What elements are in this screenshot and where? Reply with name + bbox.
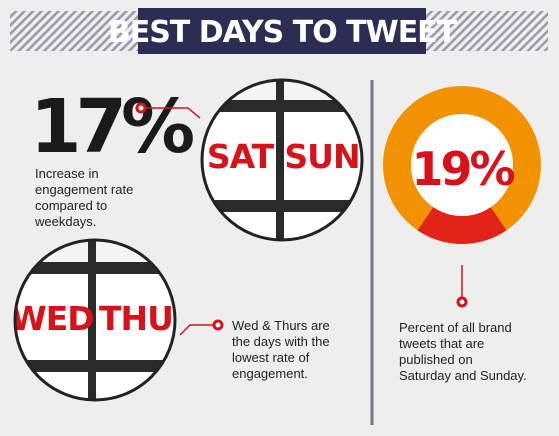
connector-dot (456, 296, 468, 308)
circle-frame (200, 78, 364, 242)
text-line: Increase in (35, 166, 99, 181)
text-line: engagement. (232, 366, 308, 381)
text-line: compared to (35, 198, 107, 213)
text-line: the days with the (232, 334, 330, 349)
tile-label: SUN (284, 137, 359, 176)
title: BEST DAYS TO TWEET (108, 15, 458, 50)
stat-value: 17% (30, 84, 193, 170)
tile-label: WED (10, 299, 93, 338)
text-line: engagement rate (35, 182, 133, 197)
donut-segment (417, 207, 507, 244)
circle-frame (13, 238, 177, 402)
text-line: weekdays. (34, 214, 96, 229)
text-line: Percent of all brand (399, 320, 512, 335)
connector (145, 107, 201, 119)
donut-hole (411, 114, 513, 216)
text-line: Wed & Thurs are (232, 318, 330, 333)
tile-label: SAT (207, 137, 275, 176)
text-line: lowest rate of (232, 350, 310, 365)
banner (138, 8, 426, 54)
text-line: tweets that are (399, 336, 484, 351)
donut-label: 19% (411, 142, 514, 196)
tile-label: THU (99, 299, 173, 338)
connector-dot (212, 319, 224, 331)
connector-dot (135, 102, 147, 114)
text-line: Saturday and Sunday. (399, 368, 527, 383)
connector (179, 324, 214, 336)
text-line: published on (399, 352, 473, 367)
